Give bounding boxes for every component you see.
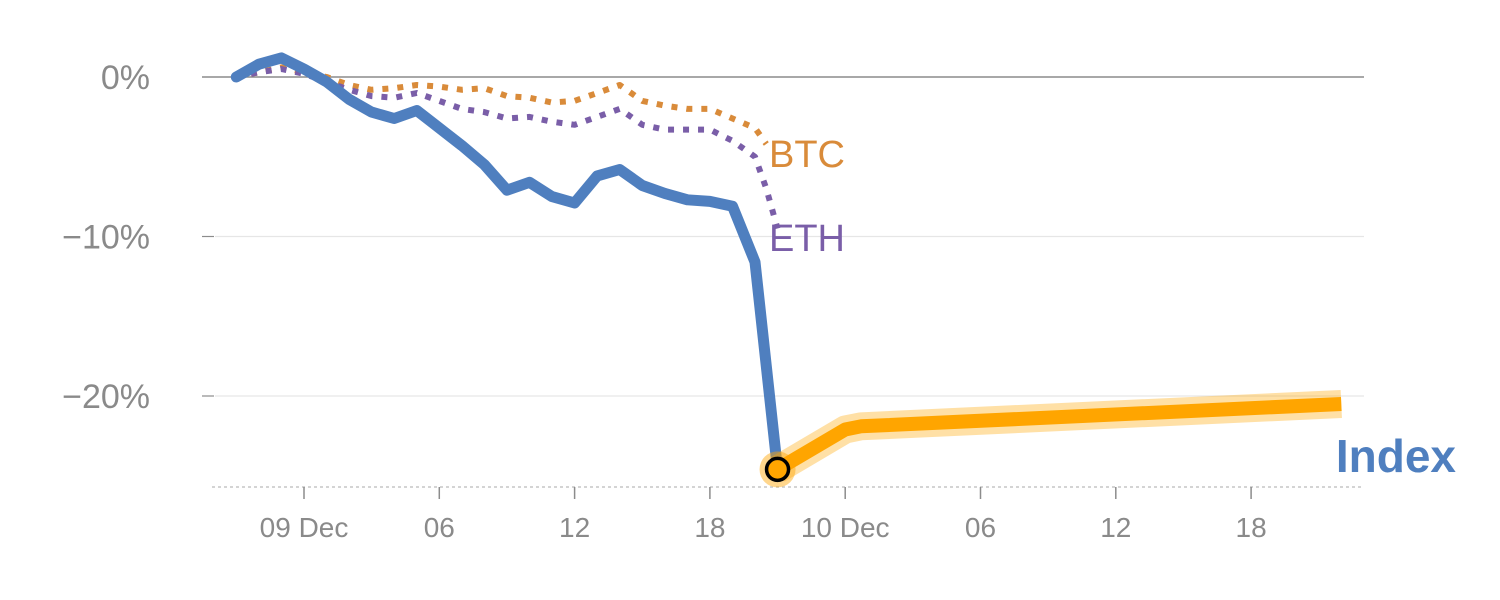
x-tick-label: 09 Dec <box>260 512 349 543</box>
series-label-btc: BTC <box>769 134 845 176</box>
x-tick-label: 12 <box>559 512 590 543</box>
series-layer <box>230 52 1342 482</box>
axis-layer: 0% −10% −20% 09 Dec 06 12 18 10 Dec 06 12 18 <box>62 59 1364 543</box>
series-line-index-forecast <box>773 397 1342 476</box>
x-tick-label: 06 <box>965 512 996 543</box>
grid-layer <box>202 76 1364 397</box>
series-label-index: Index <box>1336 430 1457 482</box>
y-tick-label: −20% <box>62 378 150 416</box>
x-tick-label: 18 <box>694 512 725 543</box>
series-line-index <box>230 52 783 475</box>
y-tick-label: −10% <box>62 219 150 257</box>
y-tick-label: 0% <box>101 59 150 97</box>
label-layer: BTC ETH Index <box>769 134 1456 482</box>
current-point-marker <box>764 456 791 483</box>
x-tick-label: 12 <box>1100 512 1131 543</box>
series-label-eth: ETH <box>769 218 845 260</box>
marker-layer <box>759 451 796 488</box>
x-tick-label: 18 <box>1236 512 1267 543</box>
x-tick-label: 06 <box>424 512 455 543</box>
x-tick-label: 10 Dec <box>801 512 890 543</box>
